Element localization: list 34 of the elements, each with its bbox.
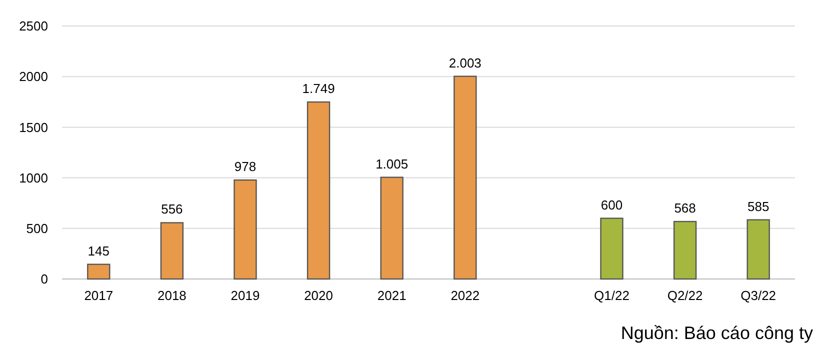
- x-tick-label: 2022: [450, 288, 480, 303]
- bar: [306, 101, 330, 280]
- bar: [380, 176, 404, 280]
- bar: [746, 219, 770, 280]
- bar: [160, 222, 184, 280]
- x-tick-label: 2018: [157, 288, 186, 303]
- y-tick-label: 2000: [19, 69, 48, 84]
- bar: [234, 179, 257, 280]
- y-tick-label: 1500: [19, 120, 48, 135]
- data-label: 600: [600, 197, 623, 212]
- x-tick-label: 2020: [304, 288, 334, 303]
- x-tick-label: 2021: [377, 288, 406, 303]
- data-label: 145: [88, 243, 110, 258]
- data-label: 568: [674, 200, 696, 216]
- text: Nguồn: Báo cáo công ty: [620, 323, 813, 343]
- data-label: 556: [161, 202, 183, 217]
- y-tick-label: 1000: [19, 170, 48, 186]
- y-tick-label: 0: [40, 272, 48, 287]
- data-label: 1.005: [376, 156, 408, 172]
- data-label: 978: [234, 159, 256, 174]
- y-tick-label: 500: [26, 220, 48, 236]
- data-label: 585: [748, 198, 770, 214]
- bar: [454, 76, 477, 280]
- x-tick-label: Q3/22: [740, 288, 776, 303]
- y-tick-label: 2500: [19, 18, 48, 34]
- x-tick-label: Q2/22: [667, 288, 703, 303]
- data-label: 2.003: [448, 55, 482, 70]
- x-tick-label: Q1/22: [594, 288, 630, 303]
- bar: [600, 218, 624, 280]
- bar: [673, 220, 697, 280]
- data-label: 1.749: [302, 81, 335, 96]
- x-tick-label: 2019: [230, 288, 260, 303]
- x-tick-label: 2017: [84, 288, 114, 303]
- bar: [87, 264, 110, 280]
